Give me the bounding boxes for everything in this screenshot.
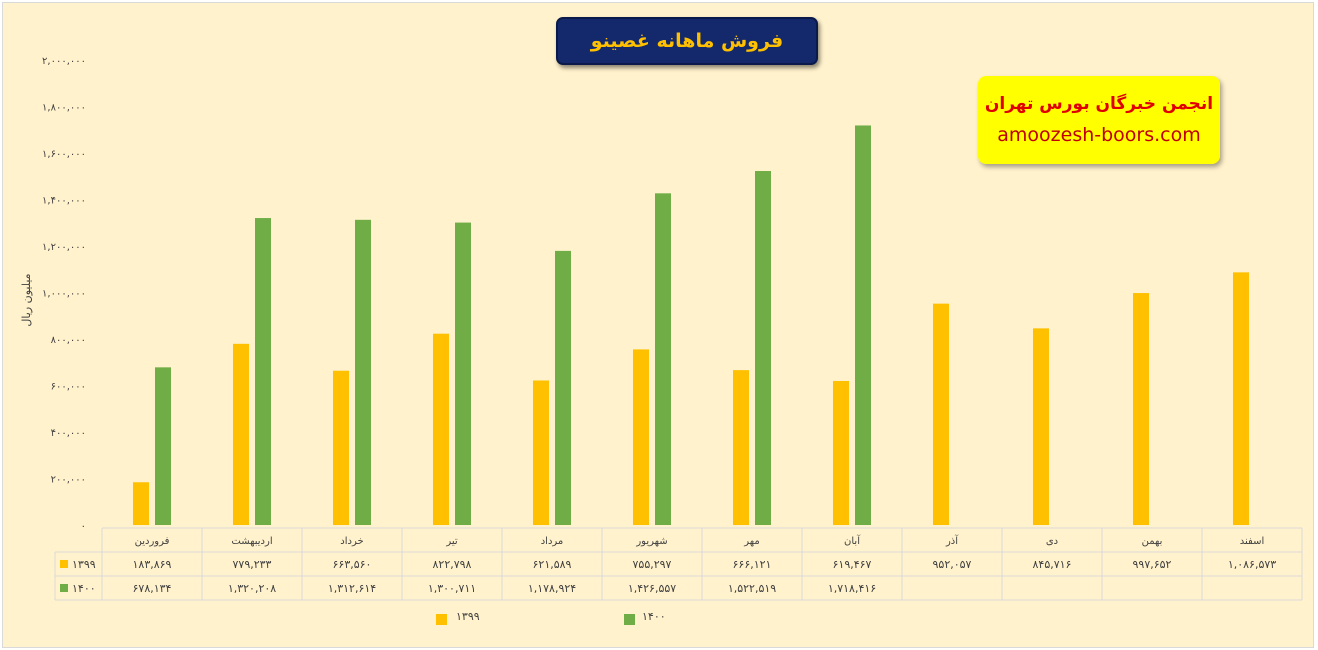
brand-name: انجمن خبرگان بورس تهران — [984, 94, 1214, 114]
brand-url: amoozesh-boors.com — [997, 124, 1201, 146]
brand-box: انجمن خبرگان بورس تهران amoozesh-boors.c… — [978, 76, 1220, 164]
chart-title: فروش ماهانه غصینو — [556, 17, 818, 65]
